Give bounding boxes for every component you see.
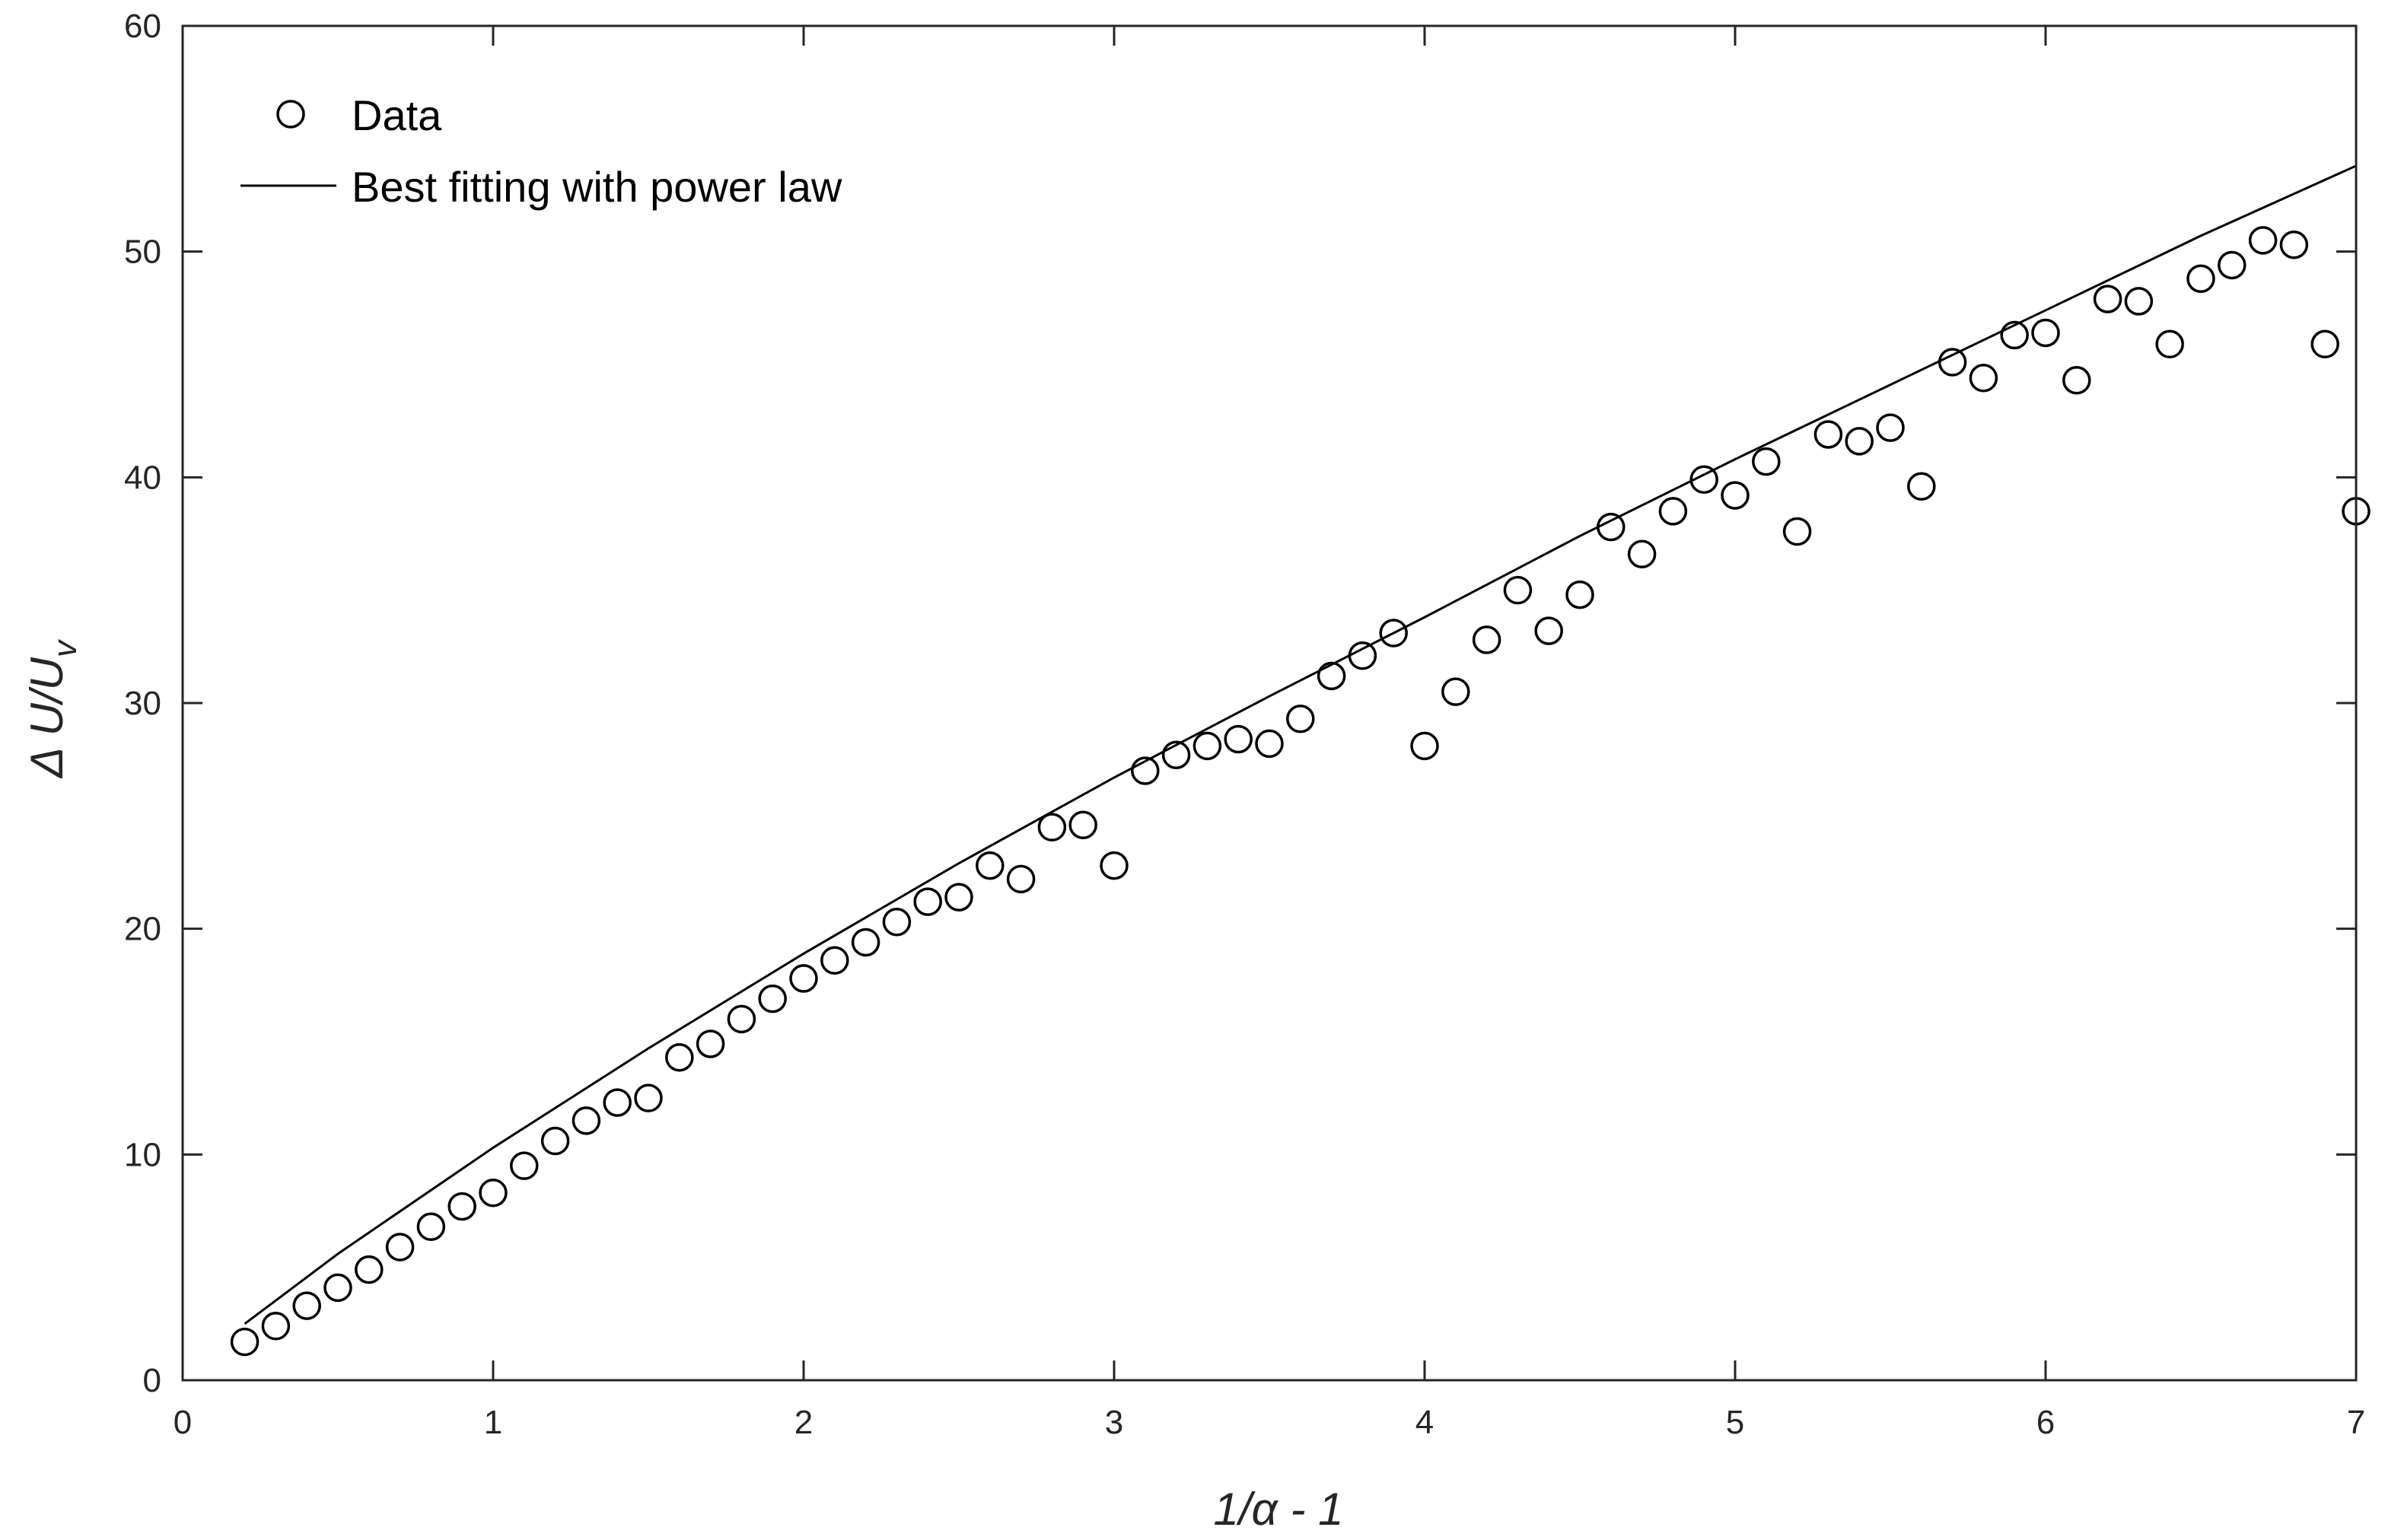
data-point xyxy=(2310,329,2339,359)
data-point xyxy=(1348,641,1377,670)
x-tick-label: 2 xyxy=(794,1404,813,1441)
y-tick-label: 0 xyxy=(143,1362,161,1399)
data-point xyxy=(1969,364,1998,393)
data-point xyxy=(1224,724,1253,754)
data-point xyxy=(479,1179,508,1208)
data-point xyxy=(540,1126,570,1156)
data-point xyxy=(976,851,1005,880)
x-tick-label: 0 xyxy=(174,1404,192,1441)
y-tick-label: 30 xyxy=(124,685,161,722)
data-point xyxy=(1813,420,1843,449)
y-tick-label: 50 xyxy=(124,234,161,271)
data-point xyxy=(851,928,880,957)
data-point xyxy=(510,1151,539,1180)
data-point xyxy=(2218,250,2246,280)
data-point xyxy=(727,1004,756,1034)
data-point xyxy=(261,1312,291,1341)
data-point xyxy=(1317,661,1346,691)
fit-line xyxy=(244,164,2357,1325)
data-point xyxy=(1100,851,1129,880)
y-tick-label: 40 xyxy=(124,459,161,496)
data-point xyxy=(1721,481,1750,510)
data-point xyxy=(1534,616,1563,645)
data-point xyxy=(292,1291,321,1320)
legend: Data Best fitting with power law xyxy=(240,91,842,211)
data-point xyxy=(1006,864,1036,894)
legend-marker-data xyxy=(276,100,305,129)
data-point xyxy=(1410,731,1439,761)
y-axis-label-subscript: v xyxy=(46,638,84,657)
data-point xyxy=(1192,731,1222,761)
y-tick-label: 20 xyxy=(124,911,161,948)
x-tick-label: 6 xyxy=(2036,1404,2055,1441)
data-point xyxy=(2124,287,2154,316)
data-point xyxy=(1565,580,1594,609)
axes: 0 1 2 3 4 5 6 7 0 10 20 30 40 50 60 xyxy=(124,8,2365,1441)
data-point xyxy=(1752,447,1781,476)
y-axis-label-main: Δ U/U xyxy=(21,657,72,779)
data-point xyxy=(2155,329,2184,359)
data-point xyxy=(447,1192,476,1221)
data-point xyxy=(2062,366,2091,395)
data-point xyxy=(1472,625,1501,654)
data-point xyxy=(1658,497,1688,526)
data-point xyxy=(913,887,942,916)
data-point xyxy=(1037,813,1067,842)
data-point xyxy=(665,1043,694,1072)
data-point xyxy=(1876,413,1905,442)
data-point xyxy=(230,1327,260,1357)
y-tick-label: 10 xyxy=(124,1136,161,1173)
data-point xyxy=(1379,619,1408,648)
data-point xyxy=(1131,756,1160,785)
data-point xyxy=(385,1233,415,1262)
data-point xyxy=(1845,427,1874,456)
legend-label-fit: Best fitting with power law xyxy=(352,163,842,211)
data-point xyxy=(2031,318,2060,348)
data-point xyxy=(416,1212,446,1242)
data-point xyxy=(1782,517,1812,546)
data-point xyxy=(1627,539,1657,568)
data-point xyxy=(1907,472,1936,501)
legend-label-data: Data xyxy=(352,91,442,139)
data-point xyxy=(1689,465,1718,495)
y-tick-label: 60 xyxy=(124,8,161,45)
data-point xyxy=(572,1106,601,1135)
x-tick-label: 4 xyxy=(1415,1404,1434,1441)
data-point xyxy=(789,964,818,993)
data-point xyxy=(696,1029,725,1058)
data-point xyxy=(820,946,849,975)
data-point xyxy=(2279,231,2309,259)
data-point xyxy=(1161,740,1191,769)
data-point xyxy=(882,908,912,937)
data-point xyxy=(1597,512,1626,542)
data-point xyxy=(634,1083,663,1112)
data-point xyxy=(2186,264,2215,294)
data-point xyxy=(1068,810,1097,839)
x-tick-label: 1 xyxy=(484,1404,502,1441)
x-axis-label: 1/α - 1 xyxy=(1214,1484,1344,1535)
data-point xyxy=(2248,226,2278,255)
x-tick-label: 7 xyxy=(2347,1404,2365,1441)
x-tick-label: 3 xyxy=(1105,1404,1123,1441)
data-point xyxy=(1503,575,1533,605)
plot-area xyxy=(230,164,2371,1357)
data-point xyxy=(2093,285,2122,313)
data-point xyxy=(1441,677,1470,706)
data-point xyxy=(603,1088,632,1117)
data-point xyxy=(944,883,973,912)
data-point xyxy=(1286,705,1315,733)
data-point xyxy=(1938,348,1967,377)
y-axis-label: Δ U/Uv xyxy=(21,638,84,779)
data-point xyxy=(1255,729,1284,759)
data-point xyxy=(323,1273,352,1303)
data-point xyxy=(2000,320,2029,350)
x-tick-label: 5 xyxy=(1726,1404,1744,1441)
data-point xyxy=(355,1255,384,1284)
data-point xyxy=(758,984,787,1013)
